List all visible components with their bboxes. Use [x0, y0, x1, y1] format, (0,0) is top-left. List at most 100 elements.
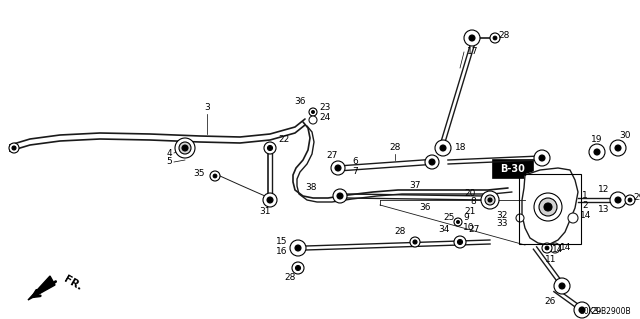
Circle shape: [539, 155, 545, 161]
Text: FR.: FR.: [62, 274, 84, 292]
Text: 14: 14: [560, 243, 572, 253]
Circle shape: [454, 218, 462, 226]
Text: 29: 29: [633, 194, 640, 203]
Text: 7: 7: [352, 167, 358, 176]
Text: 36: 36: [294, 98, 306, 107]
Circle shape: [458, 240, 463, 244]
FancyBboxPatch shape: [493, 160, 533, 178]
Polygon shape: [554, 288, 581, 310]
Circle shape: [550, 243, 560, 253]
Polygon shape: [347, 194, 485, 200]
Text: 14: 14: [580, 211, 591, 219]
Circle shape: [309, 108, 317, 116]
Text: 36: 36: [419, 203, 431, 211]
Text: 11: 11: [545, 256, 557, 264]
Circle shape: [312, 110, 315, 114]
Text: 34: 34: [438, 226, 450, 234]
Text: 24: 24: [319, 114, 330, 122]
Circle shape: [539, 198, 557, 216]
Text: 8: 8: [470, 197, 476, 206]
Circle shape: [295, 245, 301, 251]
Text: 27: 27: [468, 226, 479, 234]
Circle shape: [425, 155, 439, 169]
Text: 14: 14: [552, 246, 563, 255]
Circle shape: [554, 278, 570, 294]
Text: 17: 17: [467, 48, 479, 56]
Circle shape: [175, 138, 195, 158]
Circle shape: [210, 171, 220, 181]
Polygon shape: [448, 156, 540, 164]
Circle shape: [568, 213, 578, 223]
Polygon shape: [345, 160, 430, 170]
Circle shape: [490, 33, 500, 43]
Circle shape: [410, 237, 420, 247]
Circle shape: [610, 140, 626, 156]
Circle shape: [179, 142, 191, 154]
Circle shape: [335, 165, 341, 171]
Circle shape: [464, 30, 480, 46]
Circle shape: [264, 142, 276, 154]
Polygon shape: [28, 276, 55, 300]
Polygon shape: [578, 198, 615, 202]
Text: 28: 28: [389, 144, 401, 152]
Text: 27: 27: [326, 151, 337, 160]
Circle shape: [263, 193, 277, 207]
Text: 5: 5: [166, 158, 172, 167]
Text: 21: 21: [465, 207, 476, 217]
Text: 2: 2: [582, 201, 588, 210]
Text: 19: 19: [591, 136, 602, 145]
Polygon shape: [306, 240, 490, 250]
Circle shape: [534, 193, 562, 221]
Circle shape: [579, 307, 585, 313]
Circle shape: [182, 145, 188, 151]
Text: S0K3-B2900B: S0K3-B2900B: [580, 308, 632, 316]
Text: 37: 37: [409, 181, 420, 189]
Text: 10: 10: [463, 224, 474, 233]
Text: 15: 15: [275, 238, 287, 247]
Circle shape: [488, 198, 492, 202]
Circle shape: [309, 116, 317, 124]
Circle shape: [615, 145, 621, 151]
Circle shape: [545, 246, 549, 250]
Circle shape: [485, 195, 495, 205]
Text: 28: 28: [395, 227, 406, 236]
Text: 16: 16: [275, 248, 287, 256]
Circle shape: [267, 197, 273, 203]
Text: 20: 20: [465, 189, 476, 197]
Text: B-30: B-30: [500, 164, 525, 174]
Text: 13: 13: [598, 205, 609, 214]
Circle shape: [628, 198, 632, 202]
Text: 35: 35: [193, 168, 205, 177]
Text: 9: 9: [463, 213, 468, 222]
Circle shape: [213, 174, 217, 178]
Circle shape: [559, 283, 565, 289]
Text: 33: 33: [497, 219, 508, 228]
Circle shape: [290, 240, 306, 256]
Circle shape: [589, 144, 605, 160]
Circle shape: [9, 143, 19, 153]
Polygon shape: [441, 45, 474, 143]
Circle shape: [615, 197, 621, 203]
Circle shape: [429, 159, 435, 165]
Circle shape: [413, 240, 417, 244]
Circle shape: [542, 243, 552, 253]
Text: 6: 6: [352, 158, 358, 167]
Text: 4: 4: [166, 149, 172, 158]
Circle shape: [516, 214, 524, 222]
Circle shape: [625, 195, 635, 205]
Text: 31: 31: [259, 207, 271, 217]
Polygon shape: [533, 247, 562, 283]
Circle shape: [481, 191, 499, 209]
Circle shape: [337, 193, 343, 199]
Circle shape: [440, 145, 446, 151]
Text: 1: 1: [582, 190, 588, 199]
Text: 30: 30: [619, 131, 630, 140]
Circle shape: [292, 262, 304, 274]
Text: 3: 3: [204, 103, 210, 113]
Circle shape: [296, 265, 301, 271]
Circle shape: [493, 36, 497, 40]
Circle shape: [610, 192, 626, 208]
Circle shape: [534, 150, 550, 166]
Text: 25: 25: [444, 213, 455, 222]
Text: 18: 18: [455, 144, 467, 152]
